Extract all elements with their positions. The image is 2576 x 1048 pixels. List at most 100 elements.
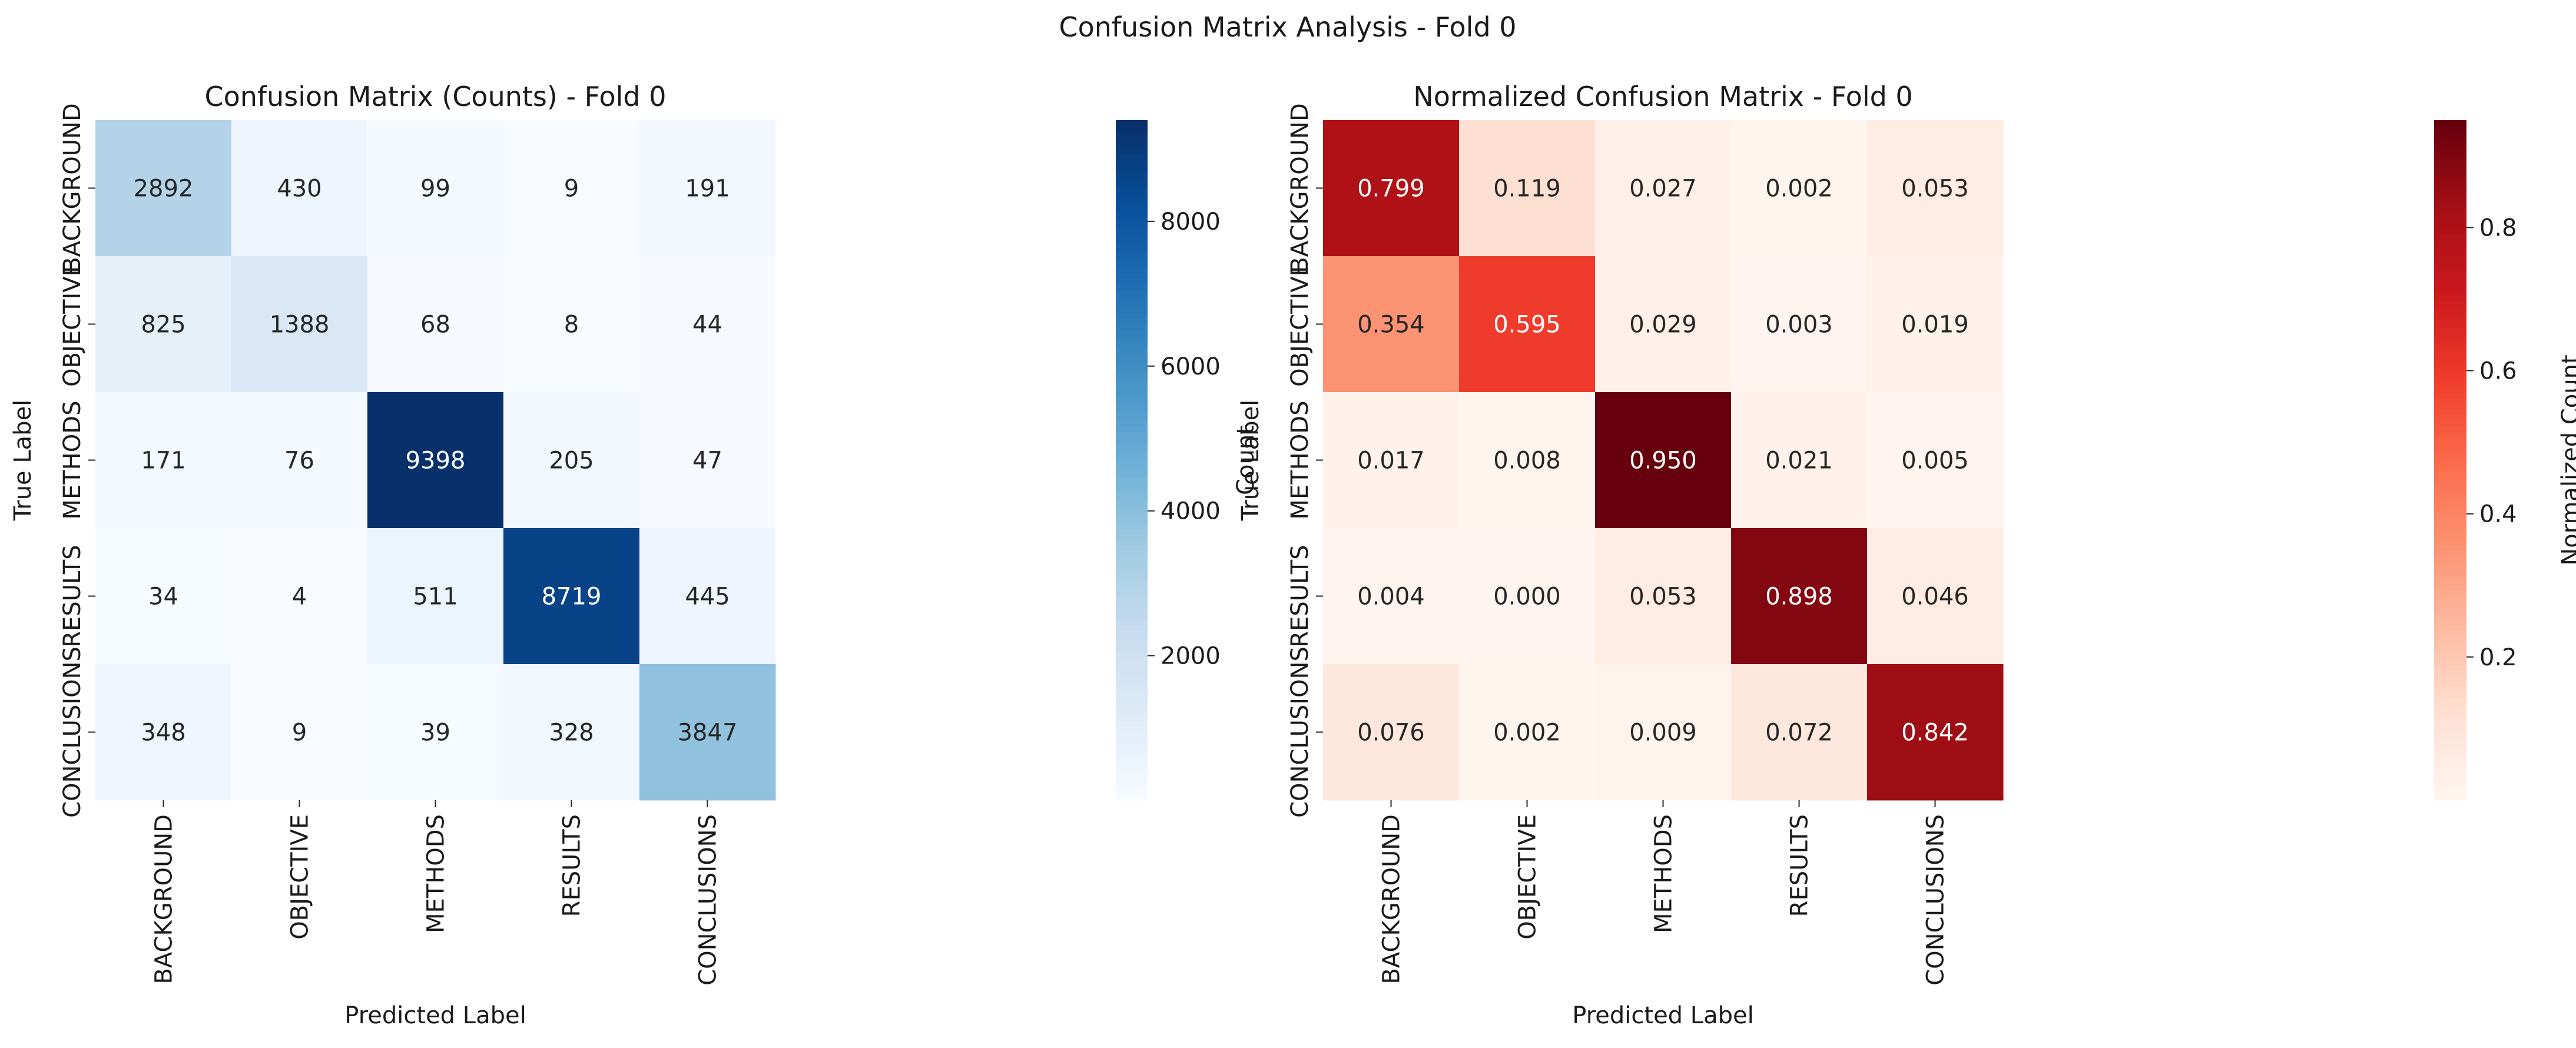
cell-value-label: 0.354 bbox=[1357, 311, 1425, 339]
colorbar-tick-label: 0.4 bbox=[2479, 501, 2517, 528]
colorbar-segment bbox=[2434, 256, 2466, 263]
cell-value-label: 0.019 bbox=[1901, 311, 1969, 339]
colorbar-segment bbox=[1116, 358, 1148, 364]
heatmap-cell bbox=[503, 256, 640, 393]
colorbar-segment bbox=[2434, 194, 2466, 200]
colorbar-segment bbox=[1116, 619, 1148, 625]
colorbar-segment bbox=[2434, 698, 2466, 704]
heatmap-cell bbox=[1595, 392, 1732, 529]
colorbar-segment bbox=[2434, 760, 2466, 767]
colorbar-segment bbox=[2434, 585, 2466, 591]
colorbar-segment bbox=[1116, 726, 1148, 733]
colorbar-segment bbox=[2434, 267, 2466, 274]
heatmap-cell bbox=[1595, 120, 1732, 257]
colorbar-segment bbox=[1116, 194, 1148, 200]
colorbar-segment bbox=[1116, 664, 1148, 671]
colorbar-segment bbox=[2434, 182, 2466, 189]
heatmap-cell bbox=[1867, 256, 2004, 393]
heatmap-cell bbox=[1459, 528, 1596, 665]
colorbar-segment bbox=[2434, 743, 2466, 749]
colorbar-tick-label: 2000 bbox=[1161, 643, 1221, 670]
colorbar-segment bbox=[1116, 568, 1148, 574]
colorbar-segment bbox=[2434, 522, 2466, 529]
heatmap-cell bbox=[1323, 664, 1460, 801]
colorbar-segment bbox=[2434, 652, 2466, 659]
cell-value-label: 9 bbox=[292, 719, 307, 747]
colorbar-segment bbox=[2434, 556, 2466, 563]
cell-value-label: 8 bbox=[564, 311, 579, 339]
colorbar-segment bbox=[2434, 471, 2466, 477]
colorbar-segment bbox=[1116, 777, 1148, 784]
colorbar-segment bbox=[2434, 222, 2466, 228]
colorbar-segment bbox=[2434, 211, 2466, 217]
colorbar-segment bbox=[1116, 573, 1148, 580]
heatmap-cell bbox=[1595, 664, 1732, 801]
colorbar-segment bbox=[1116, 641, 1148, 648]
colorbar-segment bbox=[2434, 511, 2466, 518]
colorbar-segment bbox=[1116, 420, 1148, 427]
colorbar-tick-label: 8000 bbox=[1161, 208, 1221, 236]
colorbar-segment bbox=[1116, 494, 1148, 500]
heatmap-cell bbox=[1459, 664, 1596, 801]
colorbar-segment bbox=[1116, 681, 1148, 688]
heatmap-cell bbox=[1731, 528, 1868, 665]
colorbar-segment bbox=[1116, 471, 1148, 477]
colorbar-segment bbox=[2434, 539, 2466, 546]
colorbar-segment bbox=[2434, 562, 2466, 568]
colorbar-segment bbox=[1116, 239, 1148, 246]
colorbar-segment bbox=[2434, 726, 2466, 733]
colorbar-tick-label: 0.2 bbox=[2479, 644, 2517, 671]
colorbar-segment bbox=[1116, 142, 1148, 149]
colorbar-segment bbox=[1116, 522, 1148, 529]
colorbar-segment bbox=[2434, 545, 2466, 552]
colorbar-segment bbox=[2434, 358, 2466, 364]
colorbar-segment bbox=[2434, 177, 2466, 183]
colorbar-segment bbox=[2434, 794, 2466, 801]
heatmap-cell bbox=[95, 664, 232, 801]
colorbar-segment bbox=[1116, 182, 1148, 189]
colorbar-segment bbox=[2434, 732, 2466, 738]
colorbar-segment bbox=[2434, 397, 2466, 404]
heatmap-cell bbox=[1595, 256, 1732, 393]
colorbar-segment bbox=[2434, 607, 2466, 613]
cell-value-label: 2892 bbox=[134, 175, 194, 203]
colorbar-segment bbox=[2434, 721, 2466, 727]
cell-value-label: 0.004 bbox=[1357, 583, 1425, 611]
heatmap-cell bbox=[639, 528, 776, 665]
colorbar-segment bbox=[1116, 222, 1148, 228]
cell-value-label: 171 bbox=[141, 447, 185, 475]
colorbar-segment bbox=[2434, 709, 2466, 716]
heatmap-cell bbox=[1323, 256, 1460, 393]
cell-value-label: 0.898 bbox=[1765, 583, 1833, 611]
colorbar-segment bbox=[1116, 437, 1148, 444]
colorbar-segment bbox=[2434, 454, 2466, 461]
cell-value-label: 0.021 bbox=[1765, 447, 1833, 475]
colorbar-segment bbox=[2434, 477, 2466, 483]
colorbar-segment bbox=[2434, 443, 2466, 449]
colorbar-segment bbox=[2434, 369, 2466, 376]
cell-value-label: 0.002 bbox=[1765, 175, 1833, 203]
cell-value-label: 0.053 bbox=[1901, 175, 1969, 203]
colorbar-segment bbox=[2434, 635, 2466, 642]
colorbar-segment bbox=[1116, 120, 1148, 127]
heatmap-cell bbox=[1459, 256, 1596, 393]
cell-value-label: 0.842 bbox=[1901, 719, 1969, 747]
colorbar-segment bbox=[2434, 414, 2466, 421]
colorbar-segment bbox=[1116, 250, 1148, 257]
colorbar-segment bbox=[1116, 788, 1148, 795]
heatmap-cell bbox=[95, 120, 232, 257]
colorbar-segment bbox=[1116, 131, 1148, 138]
colorbar-segment bbox=[2434, 125, 2466, 132]
cell-value-label: 0.017 bbox=[1357, 447, 1425, 475]
colorbar-segment bbox=[2434, 686, 2466, 693]
colorbar-segment bbox=[2434, 250, 2466, 257]
colorbar-segment bbox=[2434, 749, 2466, 755]
heatmap-cell bbox=[367, 120, 504, 257]
colorbar-segment bbox=[1116, 211, 1148, 217]
y-tick-label: OBJECTIVE bbox=[1287, 261, 1314, 387]
colorbar-segment bbox=[1116, 590, 1148, 597]
colorbar-segment bbox=[2434, 658, 2466, 665]
colorbar-segment bbox=[1116, 698, 1148, 704]
colorbar-segment bbox=[2434, 324, 2466, 330]
colorbar-segment bbox=[1116, 760, 1148, 767]
